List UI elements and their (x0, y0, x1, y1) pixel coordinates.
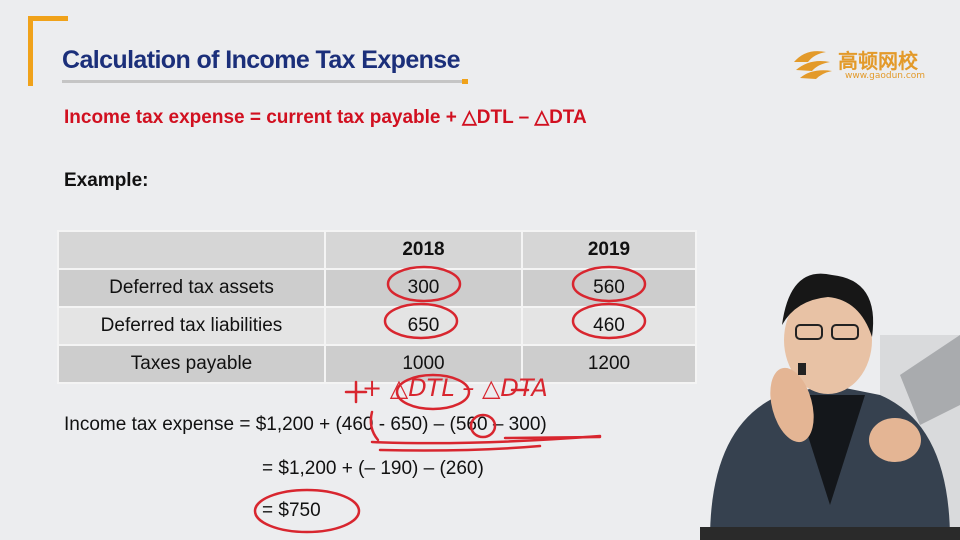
tax-expense-formula: Income tax expense = current tax payable… (64, 107, 587, 128)
title-underline-accent (462, 79, 468, 84)
table-row: Taxes payable 1000 1200 (57, 344, 697, 384)
table-header-cell (57, 230, 326, 270)
table-header-cell: 2019 (521, 230, 697, 270)
table-header-cell: 2018 (324, 230, 523, 270)
table-cell: 1200 (521, 344, 697, 384)
table-cell: 1000 (324, 344, 523, 384)
table-row: Deferred tax liabilities 650 460 (57, 306, 697, 346)
table-row: Deferred tax assets 300 560 (57, 268, 697, 308)
calc-line-3: = $750 (262, 500, 321, 521)
example-label: Example: (64, 170, 149, 191)
logo-url: www.gaodun.com (845, 71, 926, 81)
title-underline (62, 80, 466, 83)
logo-name: 高顿网校 (838, 49, 918, 73)
slide-title: Calculation of Income Tax Expense (62, 46, 461, 74)
calc-line-2: = $1,200 + (– 190) – (260) (262, 458, 484, 479)
table-cell: 650 (324, 306, 523, 346)
table-cell: 560 (521, 268, 697, 308)
table-cell: 460 (521, 306, 697, 346)
presenter-video-icon (700, 273, 960, 540)
row-label: Deferred tax liabilities (57, 306, 326, 346)
table-cell: 300 (324, 268, 523, 308)
deferred-tax-table: 2018 2019 Deferred tax assets 300 560 De… (57, 230, 697, 384)
table-header-row: 2018 2019 (57, 230, 697, 270)
calc-line-1: Income tax expense = $1,200 + (460 - 650… (64, 414, 547, 435)
row-label: Taxes payable (57, 344, 326, 384)
gaodun-logo-icon (794, 51, 832, 79)
title-bracket-decoration (28, 16, 68, 86)
row-label: Deferred tax assets (57, 268, 326, 308)
